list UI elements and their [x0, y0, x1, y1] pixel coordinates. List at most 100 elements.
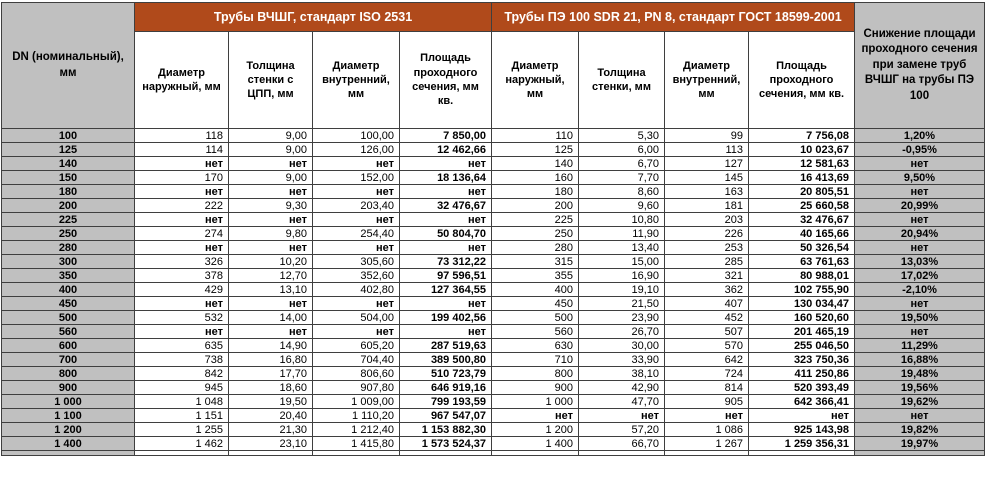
table-row-dn-140: 140 нет нет нет нет 140 6,70 127 12 581,63 нет — [1, 156, 985, 171]
table-row-dn-180: 180 нет нет нет нет 180 8,60 163 20 805,51 нет — [1, 184, 985, 199]
pe-value-cell: нет — [578, 408, 665, 423]
vchshg-value-cell: 9,80 — [228, 226, 313, 241]
dn-cell: 200 — [1, 198, 135, 213]
vchshg-value-cell: 635 — [134, 338, 229, 353]
pe-value-cell: 450 — [491, 296, 579, 311]
pe-value-cell: 10 023,67 — [748, 142, 855, 157]
vchshg-value-cell: 967 547,07 — [399, 408, 492, 423]
reduction-cell: 19,62% — [854, 394, 985, 409]
table-row-dn-280: 280 нет нет нет нет 280 13,40 253 50 326,54 нет — [1, 240, 985, 255]
pe-value-cell: 145 — [664, 170, 749, 185]
empty-cell — [578, 450, 665, 456]
pe-value-cell: 163 — [664, 184, 749, 199]
vchshg-value-cell: нет — [228, 156, 313, 171]
dn-cell: 400 — [1, 282, 135, 297]
col-header-pe-outer-diameter: Диаметр наружный, мм — [491, 31, 579, 129]
vchshg-value-cell: нет — [399, 296, 492, 311]
table-row-dn-1000: 1 000 1 048 19,50 1 009,00 799 193,59 1 000 47… — [1, 394, 985, 409]
pe-value-cell: 7,70 — [578, 170, 665, 185]
pe-value-cell: 181 — [664, 198, 749, 213]
table-row-dn-1100: 1 100 1 151 20,40 1 110,20 967 547,07 нет нет н… — [1, 408, 985, 423]
pe-value-cell: 630 — [491, 338, 579, 353]
dn-cell: 125 — [1, 142, 135, 157]
empty-cell — [1, 450, 135, 456]
table-body: 100 118 9,00 100,00 7 850,00 110 5,30 99 7 756,0… — [1, 128, 985, 456]
pipe-comparison-table: DN (номинальный), мм Трубы ВЧШГ, стандар… — [1, 2, 985, 456]
reduction-column-header: Снижение площади проходного сечения при … — [854, 2, 985, 129]
col-header-pe-flow-area: Площадь проходного сечения, мм кв. — [748, 31, 855, 129]
pe-value-cell: 15,00 — [578, 254, 665, 269]
pe-value-cell: 280 — [491, 240, 579, 255]
vchshg-value-cell: 9,00 — [228, 170, 313, 185]
reduction-cell: 20,94% — [854, 226, 985, 241]
vchshg-value-cell: 945 — [134, 380, 229, 395]
vchshg-value-cell: нет — [228, 184, 313, 199]
vchshg-value-cell: 605,20 — [312, 338, 400, 353]
pe-value-cell: 225 — [491, 212, 579, 227]
pe-value-cell: 16 413,69 — [748, 170, 855, 185]
pe-value-cell: 905 — [664, 394, 749, 409]
pe-value-cell: 1 267 — [664, 436, 749, 451]
vchshg-value-cell: 32 476,67 — [399, 198, 492, 213]
pe-value-cell: 6,00 — [578, 142, 665, 157]
dn-column-header: DN (номинальный), мм — [1, 2, 135, 129]
table-row-dn-125: 125 114 9,00 126,00 12 462,66 125 6,00 113 10 02… — [1, 142, 985, 157]
vchshg-value-cell: 50 804,70 — [399, 226, 492, 241]
group-header-row: DN (номинальный), мм Трубы ВЧШГ, стандар… — [1, 2, 985, 129]
dn-cell: 1 100 — [1, 408, 135, 423]
pe-value-cell: 570 — [664, 338, 749, 353]
pe-value-cell: 99 — [664, 128, 749, 143]
empty-cell — [228, 450, 313, 456]
reduction-cell: 11,29% — [854, 338, 985, 353]
dn-cell: 350 — [1, 268, 135, 283]
pe-value-cell: 9,60 — [578, 198, 665, 213]
table-row-dn-250: 250 274 9,80 254,40 50 804,70 250 11,90 226 40 1… — [1, 226, 985, 241]
vchshg-value-cell: 1 255 — [134, 422, 229, 437]
vchshg-value-cell: нет — [312, 240, 400, 255]
vchshg-value-cell: 738 — [134, 352, 229, 367]
vchshg-value-cell: 510 723,79 — [399, 366, 492, 381]
table-row-dn-225: 225 нет нет нет нет 225 10,80 203 32 476,67 нет — [1, 212, 985, 227]
table-row-dn-100: 100 118 9,00 100,00 7 850,00 110 5,30 99 7 756,0… — [1, 128, 985, 143]
table-row-dn-800: 800 842 17,70 806,60 510 723,79 800 38,10 724 41… — [1, 366, 985, 381]
vchshg-value-cell: 13,10 — [228, 282, 313, 297]
dn-cell: 560 — [1, 324, 135, 339]
pe-value-cell: нет — [664, 408, 749, 423]
pe-value-cell: 315 — [491, 254, 579, 269]
table-row-dn-500: 500 532 14,00 504,00 199 402,56 500 23,90 452 16… — [1, 310, 985, 325]
vchshg-value-cell: 10,20 — [228, 254, 313, 269]
vchshg-value-cell: нет — [228, 240, 313, 255]
col-header-pe-inner-diameter: Диаметр внутренний, мм — [664, 31, 749, 129]
pe-value-cell: 20 805,51 — [748, 184, 855, 199]
reduction-cell: 1,20% — [854, 128, 985, 143]
pe-value-cell: 32 476,67 — [748, 212, 855, 227]
pe-value-cell: 362 — [664, 282, 749, 297]
reduction-cell: 19,50% — [854, 310, 985, 325]
pe-value-cell: 63 761,63 — [748, 254, 855, 269]
reduction-cell: 17,02% — [854, 268, 985, 283]
reduction-cell: -2,10% — [854, 282, 985, 297]
pe-value-cell: 1 200 — [491, 422, 579, 437]
vchshg-value-cell: 21,30 — [228, 422, 313, 437]
vchshg-value-cell: 9,00 — [228, 128, 313, 143]
vchshg-value-cell: 402,80 — [312, 282, 400, 297]
vchshg-value-cell: 12,70 — [228, 268, 313, 283]
reduction-cell: 19,97% — [854, 436, 985, 451]
vchshg-value-cell: нет — [312, 212, 400, 227]
dn-cell: 700 — [1, 352, 135, 367]
reduction-cell: нет — [854, 240, 985, 255]
pe-value-cell: 180 — [491, 184, 579, 199]
pe-value-cell: 507 — [664, 324, 749, 339]
table-row-dn-300: 300 326 10,20 305,60 73 312,22 315 15,00 285 63 … — [1, 254, 985, 269]
pe-value-cell: 33,90 — [578, 352, 665, 367]
pe-value-cell: 724 — [664, 366, 749, 381]
vchshg-value-cell: 378 — [134, 268, 229, 283]
pe-value-cell: 42,90 — [578, 380, 665, 395]
empty-cell — [664, 450, 749, 456]
table-row-dn-560: 560 нет нет нет нет 560 26,70 507 201 465,19 нет — [1, 324, 985, 339]
dn-cell: 225 — [1, 212, 135, 227]
pe-value-cell: 1 086 — [664, 422, 749, 437]
pe-value-cell: 140 — [491, 156, 579, 171]
vchshg-value-cell: нет — [312, 296, 400, 311]
